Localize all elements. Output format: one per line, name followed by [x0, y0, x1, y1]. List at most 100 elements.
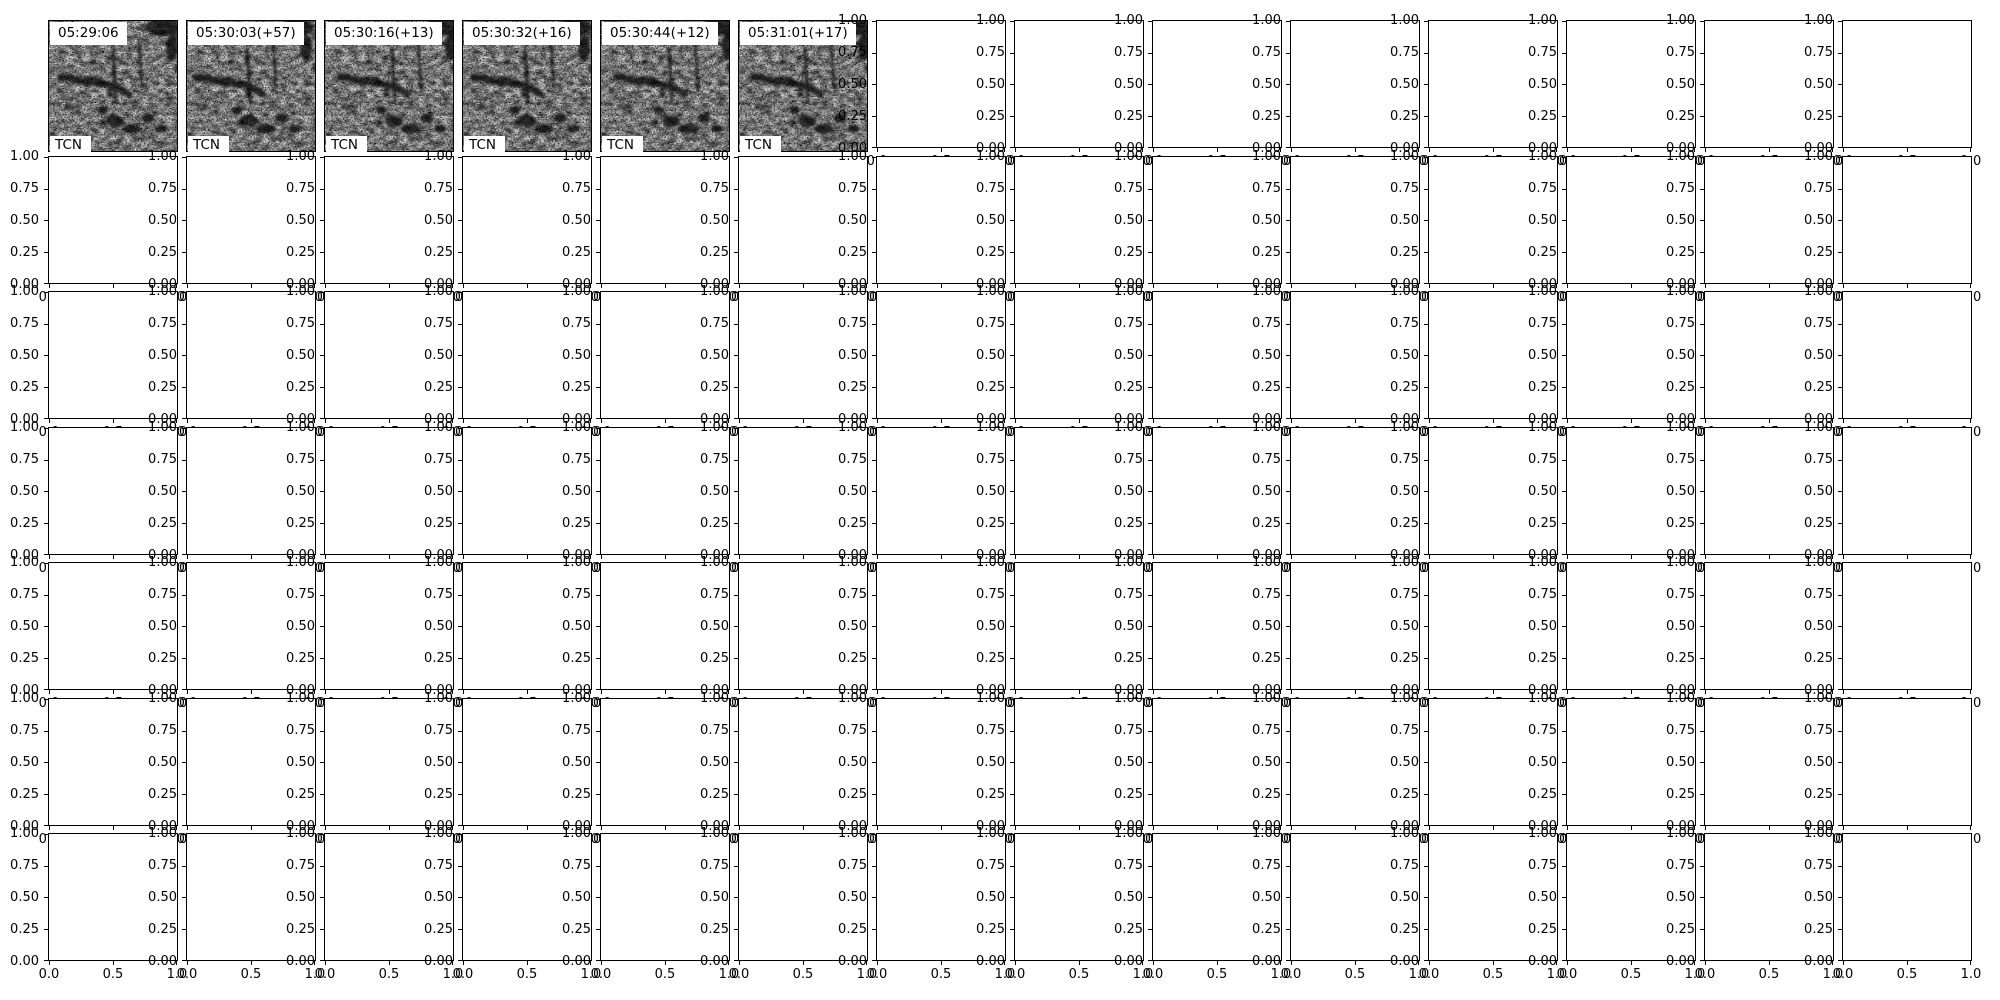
y-tick-mark — [1562, 156, 1566, 158]
y-tick-mark — [1700, 563, 1704, 564]
y-tick-label: 0.25 — [1528, 244, 1557, 260]
y-tick-label: 0.25 — [1666, 515, 1695, 531]
x-tick-label: 0.5 — [1206, 967, 1228, 982]
y-tick-mark — [872, 156, 876, 158]
y-tick-label: 0.25 — [1114, 651, 1143, 666]
x-tick-mark — [1291, 690, 1292, 694]
y-tick-label: 0.00 — [700, 683, 729, 698]
y-tick-label: 0.00 — [286, 412, 315, 427]
y-tick-mark — [1700, 960, 1704, 961]
y-tick-mark — [872, 355, 876, 356]
x-tick-mark — [1217, 283, 1218, 288]
y-tick-mark — [1700, 324, 1704, 325]
y-tick-mark — [734, 418, 738, 419]
x-tick-mark — [314, 419, 315, 423]
empty-subplot: 1.000.750.500.250.000.00.51.0 — [148, 420, 325, 576]
y-tick-mark — [1148, 427, 1152, 429]
y-tick-label: 0.25 — [1528, 380, 1557, 395]
y-tick-label: 1.00 — [1252, 690, 1281, 706]
y-tick-mark — [1010, 897, 1014, 898]
x-tick-label: 0.5 — [240, 967, 262, 982]
x-tick-mark — [1004, 419, 1005, 423]
y-tick-label: 0.50 — [286, 890, 315, 905]
y-tick-label: 1.00 — [424, 826, 453, 841]
x-tick-mark — [325, 690, 326, 694]
y-tick-mark — [1700, 219, 1704, 221]
empty-subplot: 1.000.750.500.250.000.00.51.0 — [1666, 284, 1843, 440]
model-label: TCN — [326, 136, 367, 155]
y-tick-mark — [872, 147, 876, 148]
y-tick-mark — [1424, 563, 1428, 564]
y-tick-mark — [596, 626, 600, 627]
y-tick-label: 0.00 — [1666, 954, 1695, 969]
y-tick-label: 1.00 — [1390, 148, 1419, 164]
y-tick-label: 0.50 — [1390, 77, 1419, 92]
y-tick-mark — [1148, 730, 1152, 732]
x-tick-label: 0.0 — [728, 967, 750, 982]
x-tick-label: 0.5 — [516, 967, 538, 982]
y-tick-mark — [1838, 355, 1842, 356]
y-tick-mark — [182, 595, 186, 596]
y-tick-mark — [1010, 834, 1014, 835]
y-tick-mark — [1700, 834, 1704, 835]
y-tick-mark — [596, 282, 600, 284]
x-tick-mark — [1493, 690, 1494, 694]
y-tick-label: 1.00 — [1804, 555, 1833, 570]
y-tick-mark — [1286, 761, 1290, 763]
y-tick-label: 0.50 — [562, 754, 591, 770]
y-tick-label: 0.25 — [1804, 109, 1833, 124]
y-tick-mark — [1700, 188, 1704, 190]
y-tick-label: 0.50 — [1252, 77, 1281, 92]
x-tick-label: 1.0 — [1408, 967, 1430, 982]
y-tick-mark — [734, 324, 738, 325]
y-tick-mark — [44, 490, 48, 492]
x-tick-mark — [463, 554, 464, 559]
y-tick-label: 0.00 — [838, 276, 867, 292]
x-tick-mark — [49, 690, 50, 694]
y-tick-mark — [734, 427, 738, 429]
y-tick-mark — [1700, 595, 1704, 596]
y-tick-mark — [1424, 834, 1428, 835]
x-tick-mark — [187, 283, 188, 288]
x-tick-mark — [463, 825, 464, 830]
y-tick-label: 0.50 — [1252, 619, 1281, 634]
y-tick-label: 1.00 — [1252, 284, 1281, 299]
y-tick-label: 0.75 — [1666, 722, 1695, 738]
y-tick-mark — [44, 324, 48, 325]
x-tick-mark — [1418, 690, 1419, 694]
y-tick-label: 0.75 — [1114, 180, 1143, 196]
x-tick-label: 0.0 — [1832, 967, 1854, 982]
x-tick-mark — [389, 554, 390, 559]
y-tick-mark — [320, 522, 324, 524]
x-tick-label: 0.0 — [1694, 967, 1716, 982]
y-tick-label: 0.25 — [838, 109, 867, 124]
x-tick-mark — [1004, 961, 1005, 965]
x-tick-mark — [665, 825, 666, 830]
y-tick-mark — [320, 427, 324, 429]
y-tick-mark — [1286, 427, 1290, 429]
y-tick-label: 0.25 — [1528, 786, 1557, 802]
y-tick-mark — [1010, 282, 1014, 284]
y-tick-label: 1.00 — [1390, 555, 1419, 570]
x-tick-mark — [1970, 148, 1971, 152]
y-tick-label: 0.50 — [1666, 77, 1695, 92]
y-tick-mark — [320, 730, 324, 732]
y-tick-label: 0.50 — [700, 890, 729, 905]
y-tick-label: 0.25 — [1114, 244, 1143, 260]
y-tick-label: 0.75 — [1666, 858, 1695, 873]
y-tick-mark — [1010, 219, 1014, 221]
x-tick-mark — [1079, 961, 1080, 965]
y-tick-label: 0.00 — [424, 954, 453, 969]
x-tick-mark — [1153, 690, 1154, 694]
x-tick-mark — [1907, 148, 1908, 152]
x-tick-mark — [1217, 825, 1218, 830]
y-tick-label: 0.00 — [1528, 412, 1557, 427]
y-tick-label: 1.00 — [286, 555, 315, 570]
y-tick-label: 0.00 — [700, 954, 729, 969]
y-tick-mark — [1700, 116, 1704, 117]
y-tick-mark — [1424, 219, 1428, 221]
empty-subplot: 1.000.750.500.250.000.00.51.0 — [286, 284, 463, 440]
y-tick-mark — [1148, 658, 1152, 659]
